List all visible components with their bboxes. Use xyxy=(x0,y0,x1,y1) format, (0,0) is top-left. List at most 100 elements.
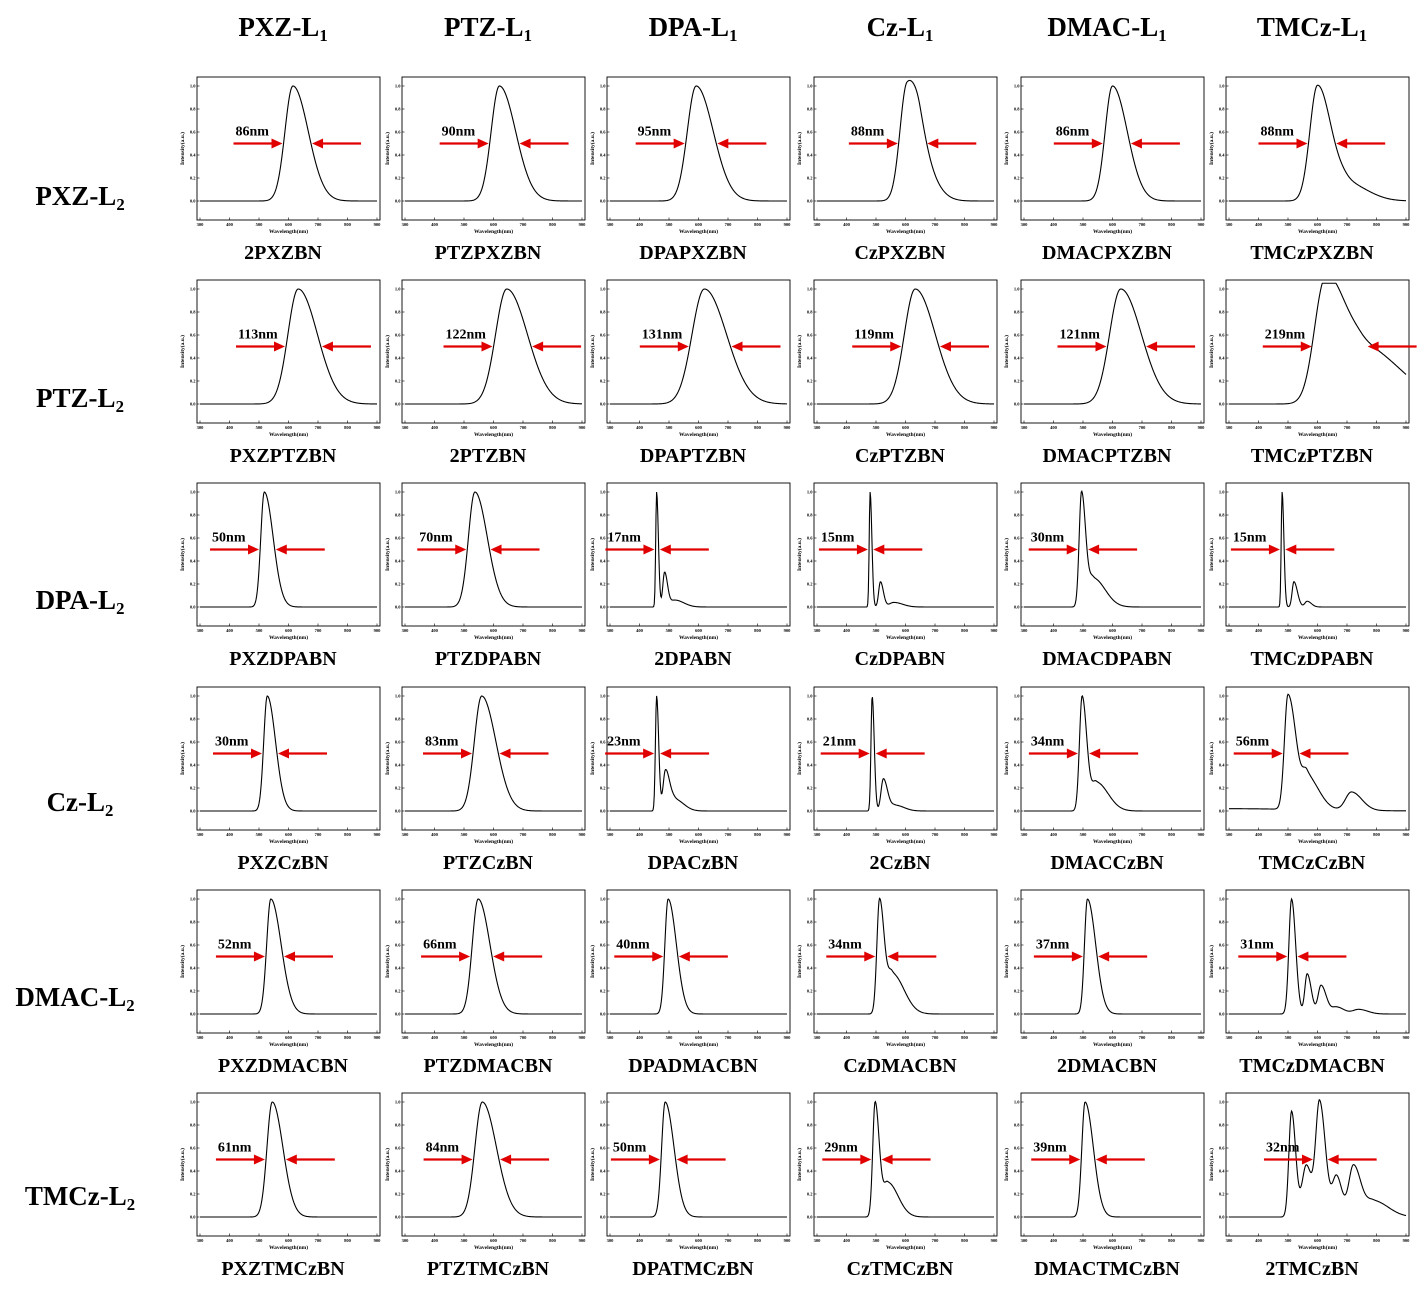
x-tick-label: 600 xyxy=(695,222,703,227)
x-tick-label: 800 xyxy=(549,628,557,633)
row-header: PXZ-L2 xyxy=(0,181,160,215)
plot-frame xyxy=(401,1092,586,1237)
x-axis-title: Wavelength(nm) xyxy=(1093,1244,1132,1251)
spectrum-line xyxy=(610,85,787,202)
y-tick-label: 0.8 xyxy=(600,107,606,112)
fwhm-arrowhead-left xyxy=(677,341,689,352)
fwhm-label: 30nm xyxy=(215,735,249,750)
x-tick-label: 800 xyxy=(1373,628,1381,633)
y-tick-label: 0.6 xyxy=(395,333,401,338)
y-tick-label: 1.0 xyxy=(190,84,196,89)
plot-frame xyxy=(401,279,586,424)
y-tick-label: 0.8 xyxy=(395,310,401,315)
y-tick-label: 0.0 xyxy=(1014,809,1020,814)
spectrum-plot: 300 400 500 600 700 800 900 0.0 0.2 0.4 0.6 0.8 1.0 W… xyxy=(1208,279,1417,438)
y-tick-label: 0.4 xyxy=(807,763,813,768)
x-axis-title: Wavelength(nm) xyxy=(886,1041,925,1048)
y-tick-label: 0.8 xyxy=(190,717,196,722)
y-tick-label: 0.8 xyxy=(807,107,813,112)
fwhm-arrowhead-right xyxy=(1098,951,1110,962)
x-tick-label: 500 xyxy=(256,1238,264,1243)
y-tick-label: 0.6 xyxy=(395,1146,401,1151)
y-tick-label: 0.0 xyxy=(190,1012,196,1017)
y-tick-label: 0.0 xyxy=(190,605,196,610)
fwhm-arrowhead-right xyxy=(1089,748,1101,759)
fwhm-label: 52nm xyxy=(218,938,252,953)
x-tick-label: 700 xyxy=(1344,832,1352,837)
fwhm-label: 30nm xyxy=(1031,531,1065,546)
fwhm-label: 88nm xyxy=(1261,125,1295,140)
x-tick-label: 900 xyxy=(374,1035,382,1040)
y-tick-label: 0.4 xyxy=(1219,966,1225,971)
y-tick-label: 0.4 xyxy=(1014,153,1020,158)
y-tick-label: 0.6 xyxy=(600,740,606,745)
x-tick-label: 600 xyxy=(695,425,703,430)
y-tick-label: 0.2 xyxy=(1014,1192,1020,1197)
y-tick-label: 0.8 xyxy=(807,310,813,315)
y-tick-label: 0.6 xyxy=(1219,130,1225,135)
x-tick-label: 700 xyxy=(932,425,940,430)
x-tick-label: 400 xyxy=(636,1238,644,1243)
column-header-base: Cz-L xyxy=(866,12,926,42)
y-tick-label: 1.0 xyxy=(395,1100,401,1105)
fwhm-arrowhead-left xyxy=(1071,951,1083,962)
y-tick-label: 0.8 xyxy=(1219,513,1225,518)
spectrum-panel: 300 400 500 600 700 800 900 0.0 0.2 0.4 0.6 0.8 1.0 W… xyxy=(384,275,591,477)
y-tick-label: 1.0 xyxy=(395,84,401,89)
y-tick-label: 0.8 xyxy=(190,1123,196,1128)
compound-name: 2PTZBN xyxy=(449,445,527,467)
x-tick-label: 700 xyxy=(932,1238,940,1243)
y-tick-label: 0.2 xyxy=(395,1192,401,1197)
y-tick-label: 0.6 xyxy=(190,740,196,745)
compound-name: DMACPTZBN xyxy=(1042,445,1172,467)
spectrum-plot: 300 400 500 600 700 800 900 0.0 0.2 0.4 0.6 0.8 1.0 W… xyxy=(1003,1092,1205,1251)
x-tick-label: 900 xyxy=(374,425,382,430)
y-tick-label: 0.2 xyxy=(600,176,606,181)
compound-name: TMCzPXZBN xyxy=(1250,242,1374,264)
plot-frame xyxy=(606,1092,791,1237)
x-tick-label: 800 xyxy=(754,628,762,633)
spectrum-panel: 300 400 500 600 700 800 900 0.0 0.2 0.4 0.6 0.8 1.0 W… xyxy=(796,72,1003,274)
fwhm-arrowhead-right xyxy=(493,951,505,962)
x-axis-title: Wavelength(nm) xyxy=(679,634,718,641)
y-tick-label: 1.0 xyxy=(1219,84,1225,89)
y-tick-label: 0.6 xyxy=(600,333,606,338)
y-tick-label: 0.2 xyxy=(807,582,813,587)
x-tick-label: 500 xyxy=(666,1238,674,1243)
spectrum-line xyxy=(1024,490,1201,608)
y-tick-label: 1.0 xyxy=(807,287,813,292)
x-axis-title: Wavelength(nm) xyxy=(1298,838,1337,845)
spectrum-plot: 300 400 500 600 700 800 900 0.0 0.2 0.4 0.6 0.8 1.0 W… xyxy=(179,686,381,845)
x-tick-label: 800 xyxy=(1168,1238,1176,1243)
y-tick-label: 0.0 xyxy=(600,1012,606,1017)
y-tick-label: 0.0 xyxy=(1219,809,1225,814)
y-tick-label: 1.0 xyxy=(190,490,196,495)
y-axis-title: Intensity(a.u.) xyxy=(384,132,391,165)
x-tick-label: 900 xyxy=(784,628,792,633)
x-tick-label: 400 xyxy=(1255,628,1263,633)
y-axis-title: Intensity(a.u.) xyxy=(1208,945,1215,978)
y-tick-label: 0.6 xyxy=(1219,333,1225,338)
plot-frame xyxy=(1020,686,1205,831)
y-tick-label: 0.4 xyxy=(600,559,606,564)
x-tick-label: 600 xyxy=(1109,1035,1117,1040)
y-tick-label: 0.8 xyxy=(807,717,813,722)
y-tick-label: 1.0 xyxy=(190,287,196,292)
y-tick-label: 0.4 xyxy=(1014,966,1020,971)
x-tick-label: 800 xyxy=(754,832,762,837)
plot-frame xyxy=(606,686,791,831)
y-tick-label: 1.0 xyxy=(1219,897,1225,902)
y-tick-label: 0.8 xyxy=(395,107,401,112)
y-tick-label: 0.2 xyxy=(1219,176,1225,181)
y-tick-label: 0.8 xyxy=(600,513,606,518)
fwhm-arrowhead-left xyxy=(856,544,868,555)
spectrum-plot: 300 400 500 600 700 800 900 0.0 0.2 0.4 0.6 0.8 1.0 W… xyxy=(384,279,586,438)
y-axis-title: Intensity(a.u.) xyxy=(179,132,186,165)
x-tick-label: 700 xyxy=(1344,425,1352,430)
y-tick-label: 0.6 xyxy=(1014,130,1020,135)
x-axis-title: Wavelength(nm) xyxy=(474,1244,513,1251)
y-tick-label: 0.4 xyxy=(600,1169,606,1174)
x-tick-label: 900 xyxy=(1403,425,1411,430)
compound-name: CzPTZBN xyxy=(855,445,945,467)
fwhm-arrowhead-left xyxy=(250,748,262,759)
